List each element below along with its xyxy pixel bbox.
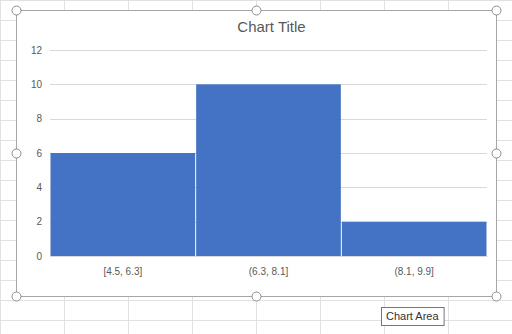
x-tick-label: (6.3, 8.1] [249, 266, 289, 277]
grid [50, 51, 487, 257]
x-axis: [4.5, 6.3] (6.3, 8.1] (8.1, 9.9] [51, 256, 488, 277]
x-tick: (6.3, 8.1] [249, 256, 289, 277]
resize-handle[interactable] [12, 149, 21, 158]
sheet-column-line [0, 0, 1, 334]
resize-handle[interactable] [492, 292, 501, 301]
bar [51, 153, 196, 256]
y-tick-label: 10 [31, 79, 43, 90]
y-tick-label: 4 [36, 182, 42, 193]
y-axis: 0 2 4 6 8 10 12 [31, 45, 51, 262]
y-tick-label: 0 [36, 251, 42, 262]
sheet-grid [0, 0, 512, 334]
y-tick: 0 [36, 251, 50, 262]
y-tick: 2 [36, 216, 50, 227]
tooltip-text: Chart Area [386, 310, 439, 322]
chart-title: Chart Title [237, 18, 305, 35]
resize-handle[interactable] [492, 149, 501, 158]
resize-handle[interactable] [12, 6, 21, 15]
resize-handle[interactable] [12, 292, 21, 301]
selection-handles[interactable] [12, 6, 501, 301]
x-tick: (8.1, 9.9] [394, 256, 434, 277]
y-tick-label: 12 [31, 45, 43, 56]
resize-handle[interactable] [252, 292, 261, 301]
grid-line [50, 256, 487, 257]
x-tick: [4.5, 6.3] [103, 256, 142, 277]
y-tick: 12 [31, 45, 50, 56]
y-axis-line [50, 51, 51, 257]
y-tick: 10 [31, 79, 50, 90]
y-tick: 8 [36, 113, 50, 124]
tooltip: Chart Area [382, 308, 445, 326]
bars [51, 84, 487, 256]
x-axis-line [51, 256, 488, 257]
tooltip-box [382, 308, 445, 326]
sheet-row-line [0, 0, 512, 1]
resize-handle[interactable] [492, 6, 501, 15]
chart-area[interactable] [17, 11, 497, 297]
resize-handle[interactable] [252, 6, 261, 15]
y-tick-label: 8 [36, 113, 42, 124]
bar [196, 84, 341, 256]
x-tick-label: (8.1, 9.9] [394, 266, 434, 277]
x-tick-label: [4.5, 6.3] [103, 266, 142, 277]
y-tick: 4 [36, 182, 50, 193]
grid-line [50, 50, 487, 51]
bar [342, 222, 487, 256]
y-tick: 6 [36, 148, 50, 159]
y-tick-label: 2 [36, 216, 42, 227]
y-tick-label: 6 [36, 148, 42, 159]
